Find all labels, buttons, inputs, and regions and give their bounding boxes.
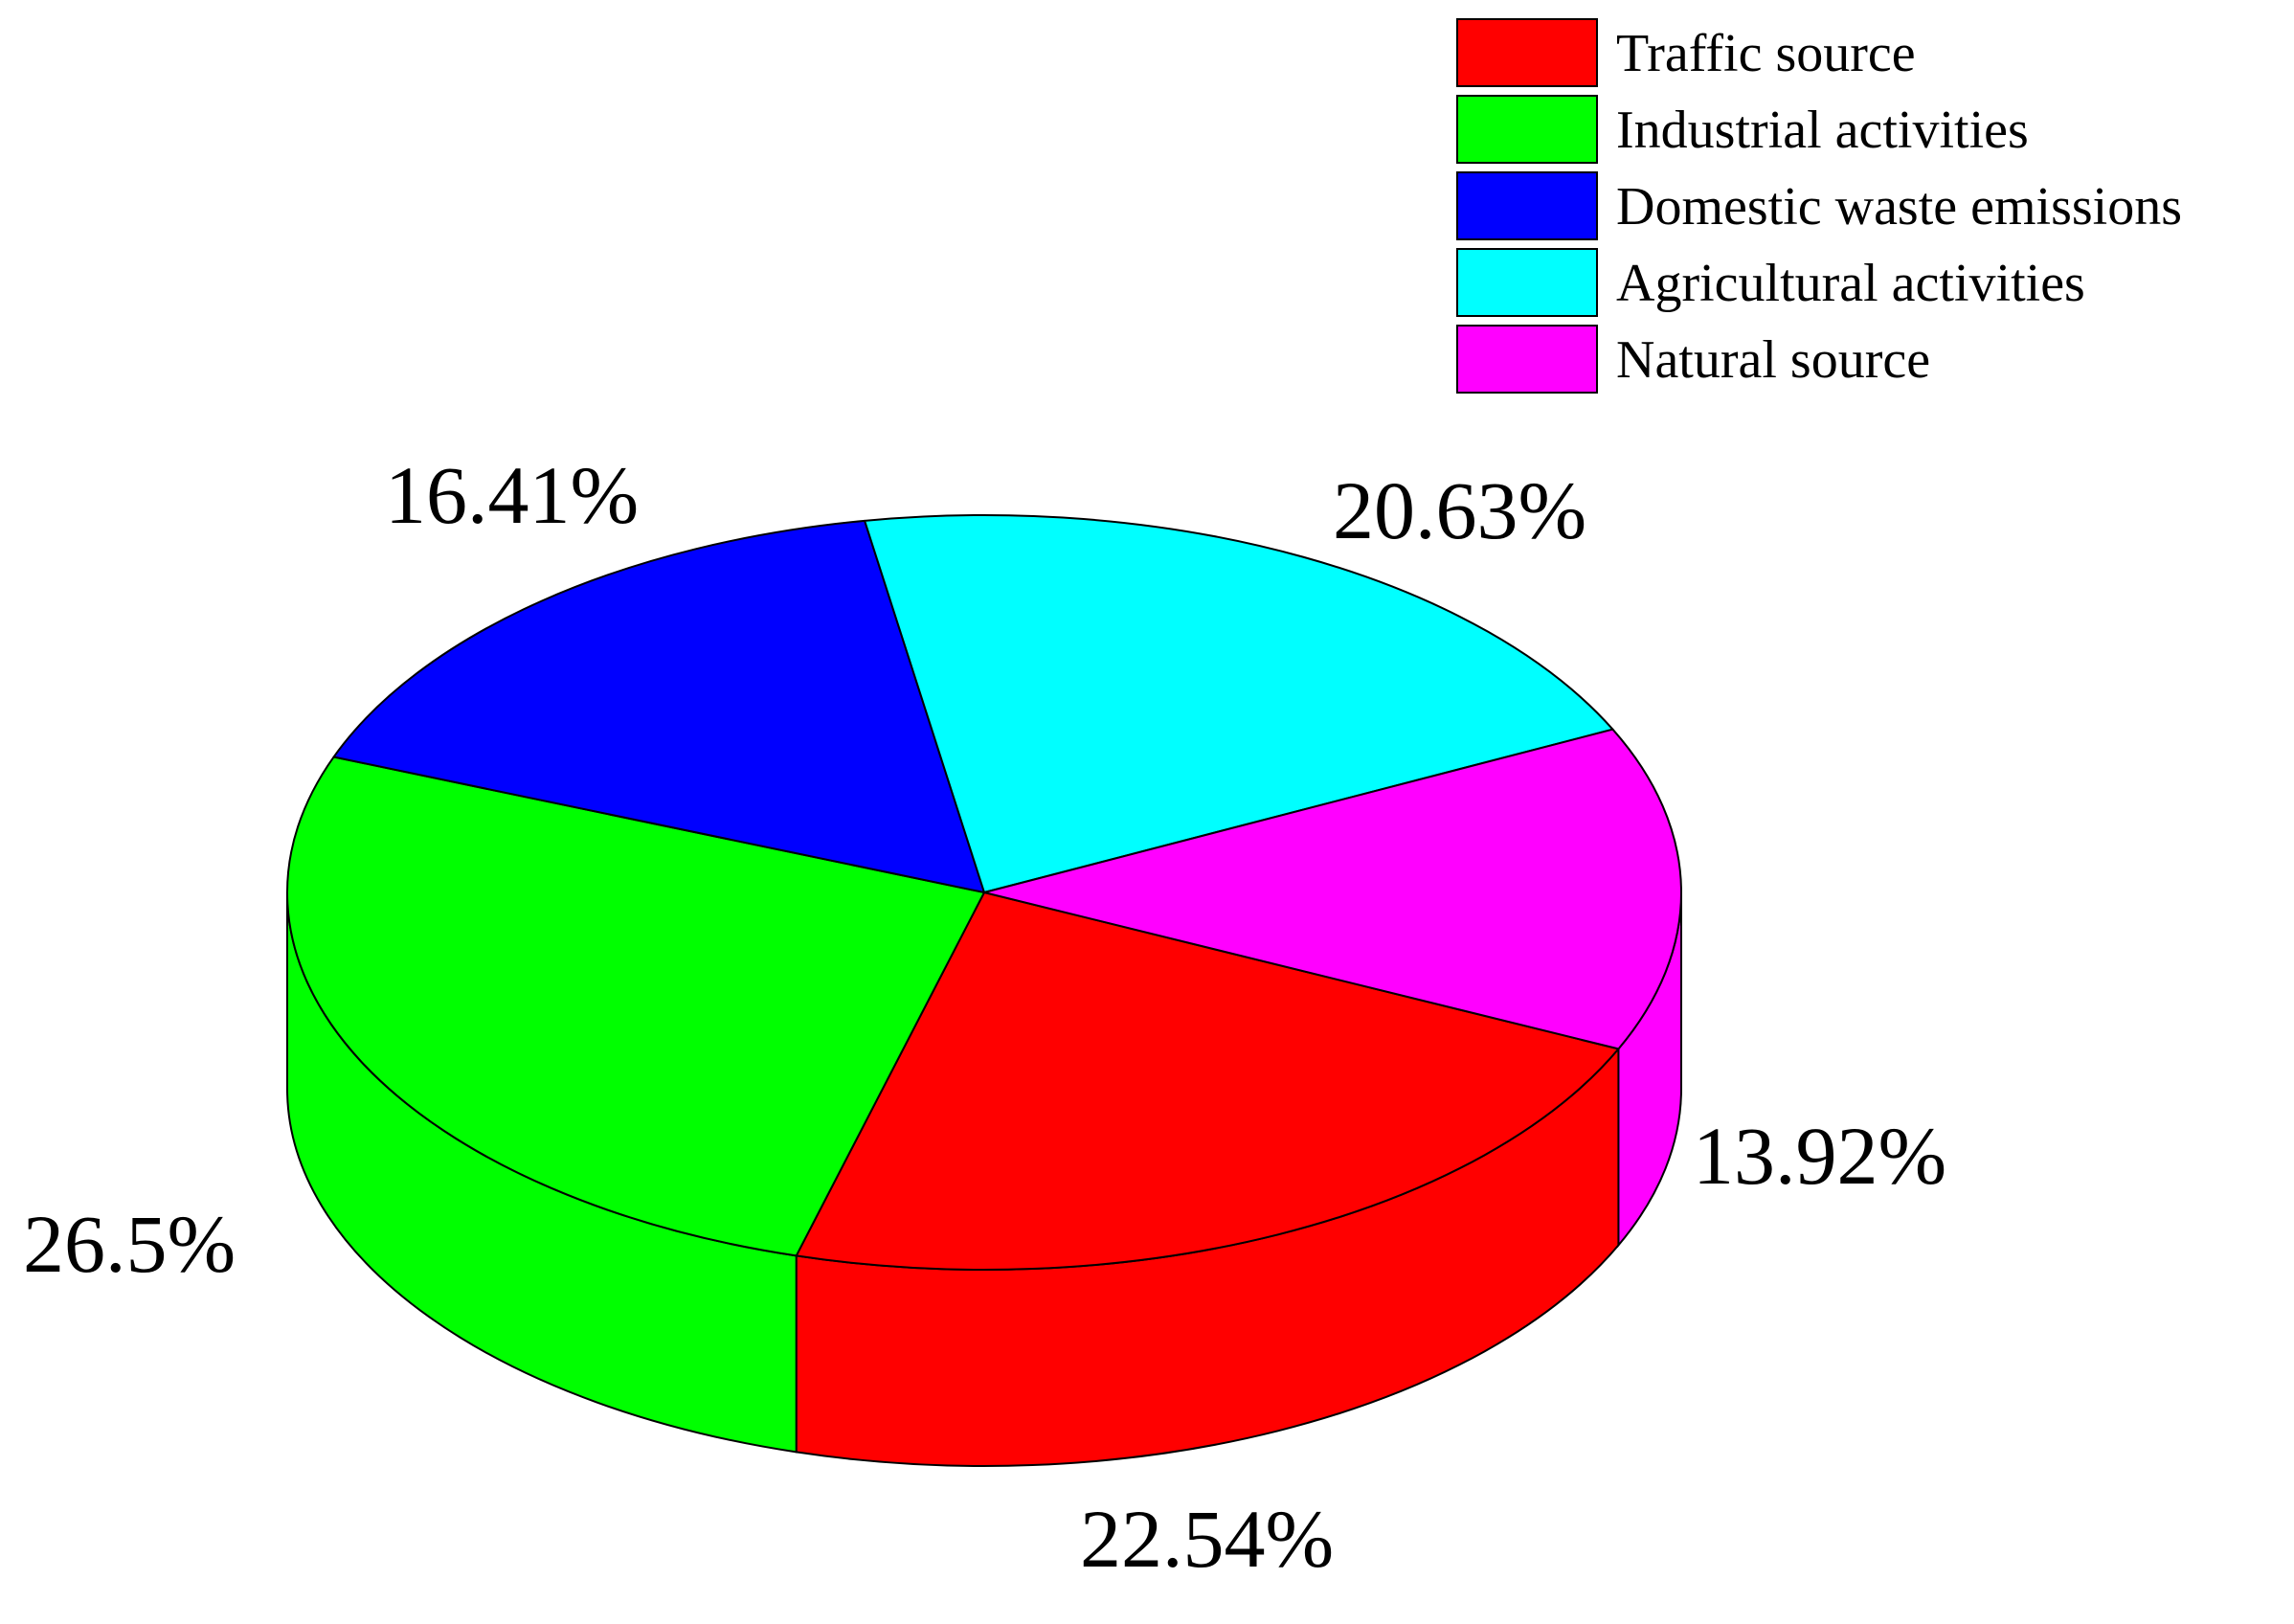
pie-slices bbox=[286, 514, 1682, 1271]
slice-label-industrial-activities: 26.5% bbox=[23, 1198, 236, 1290]
legend-label-domestic-waste-emissions: Domestic waste emissions bbox=[1616, 177, 2182, 237]
slice-industrial-activities bbox=[286, 756, 985, 1257]
pie-sides bbox=[286, 891, 1682, 1467]
legend-swatch-natural-source bbox=[1456, 325, 1598, 394]
legend-swatch-traffic-source bbox=[1456, 18, 1598, 87]
legend-label-industrial-activities: Industrial activities bbox=[1616, 101, 2029, 160]
legend-swatch-agricultural-activities bbox=[1456, 248, 1598, 317]
slice-traffic-source bbox=[795, 891, 1620, 1271]
legend-label-agricultural-activities: Agricultural activities bbox=[1616, 254, 2085, 313]
slice-agricultural-activities bbox=[864, 514, 1614, 893]
slice-domestic-waste-emissions bbox=[332, 519, 985, 893]
slice-natural-source bbox=[983, 728, 1682, 1050]
legend-label-natural-source: Natural source bbox=[1616, 330, 1930, 390]
legend: Traffic source Industrial activities Domes… bbox=[1456, 18, 2182, 394]
slice-label-natural-source: 13.92% bbox=[1693, 1110, 1946, 1202]
legend-swatch-domestic-waste-emissions bbox=[1456, 171, 1598, 240]
slice-labels: 22.54% 26.5% 16.41% 20.63% 13.92% bbox=[23, 449, 1946, 1585]
legend-label-traffic-source: Traffic source bbox=[1616, 24, 1916, 83]
slice-label-agricultural-activities: 20.63% bbox=[1333, 464, 1586, 556]
slice-label-traffic-source: 22.54% bbox=[1080, 1493, 1334, 1585]
slice-label-domestic-waste-emissions: 16.41% bbox=[385, 449, 639, 541]
legend-swatch-industrial-activities bbox=[1456, 95, 1598, 164]
